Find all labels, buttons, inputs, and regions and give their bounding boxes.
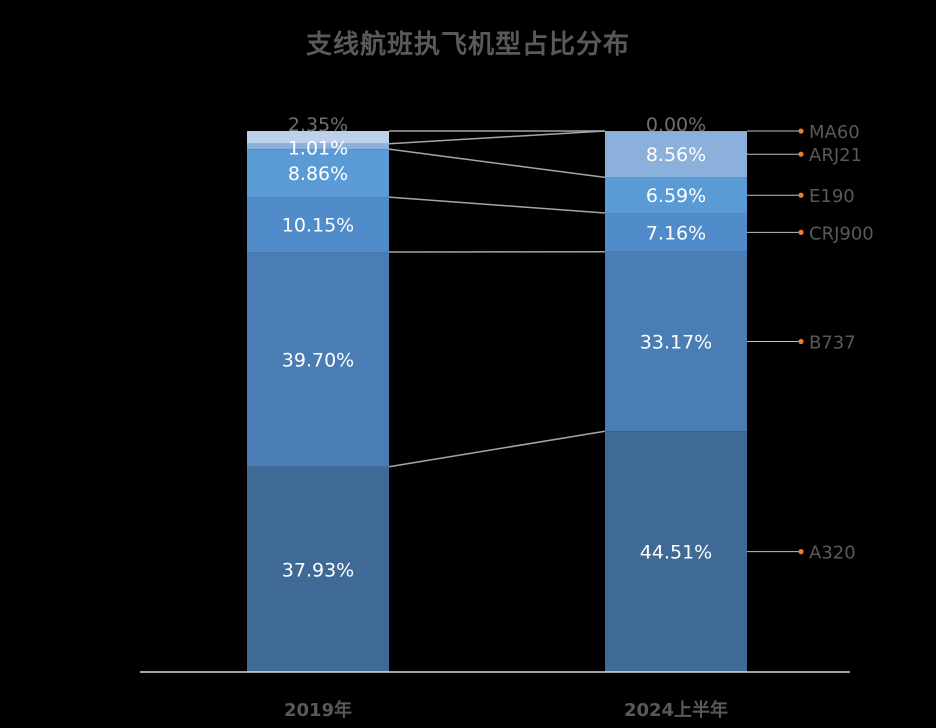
legend-label-a320: A320 [809, 543, 856, 564]
connector-line-a320 [388, 430, 606, 468]
bar-segment-crj900-1 [605, 213, 747, 252]
bar-segment-ma60-0 [247, 131, 389, 144]
legend-label-e190: E190 [809, 186, 855, 207]
bar-segment-a320-0 [247, 466, 389, 672]
segment-label-arj21-1: 8.56% [646, 144, 706, 166]
bar-segments [247, 131, 747, 672]
bar-segment-a320-1 [605, 431, 747, 672]
legend-marker-arj21 [798, 151, 804, 157]
legend-marker-a320 [798, 549, 804, 555]
bar-segment-arj21-1 [605, 131, 747, 178]
category-labels: 2019年 2024上半年 [284, 699, 728, 721]
bar-segment-e190-1 [605, 177, 747, 214]
bar-segment-crj900-0 [247, 197, 389, 253]
segment-label-arj21-0: 1.01% [288, 138, 348, 160]
segment-label-crj900-0: 10.15% [282, 215, 354, 237]
connector-line-arj21 [388, 130, 606, 145]
legend-label-arj21: ARJ21 [809, 145, 862, 166]
bar-segment-e190-0 [247, 149, 389, 198]
legend-label-b737: B737 [809, 332, 856, 353]
legend-marker-e190 [798, 192, 804, 198]
segment-label-ma60-1: 0.00% [646, 114, 706, 136]
bar-segment-arj21-0 [247, 143, 389, 150]
category-label-1: 2024上半年 [624, 699, 728, 721]
segment-label-e190-0: 8.86% [288, 163, 348, 185]
connector-line-e190 [388, 148, 606, 179]
segment-label-b737-0: 39.70% [282, 349, 354, 371]
segment-label-a320-1: 44.51% [640, 542, 712, 564]
legend-marker-ma60 [798, 128, 804, 134]
segment-label-crj900-1: 7.16% [646, 222, 706, 244]
segment-label-b737-1: 33.17% [640, 331, 712, 353]
segment-label-e190-1: 6.59% [646, 185, 706, 207]
chart-title: 支线航班执飞机型占比分布 [305, 30, 630, 60]
connector-lines [388, 130, 606, 468]
segment-label-ma60-0: 2.35% [288, 114, 348, 136]
bar-segment-b737-1 [605, 251, 747, 432]
bar-segment-b737-0 [247, 252, 389, 467]
legend-marker-crj900 [798, 229, 804, 235]
segment-label-a320-0: 37.93% [282, 559, 354, 581]
legend-label-crj900: CRJ900 [809, 223, 874, 244]
legend-marker-b737 [798, 338, 804, 345]
category-label-0: 2019年 [284, 699, 352, 721]
connector-line-crj900 [388, 196, 606, 214]
legend-label-ma60: MA60 [809, 122, 860, 143]
segment-labels: 37.93% 44.51% 39.70% 33.17% 10.15% 7.16% 8.86%… [282, 114, 712, 581]
